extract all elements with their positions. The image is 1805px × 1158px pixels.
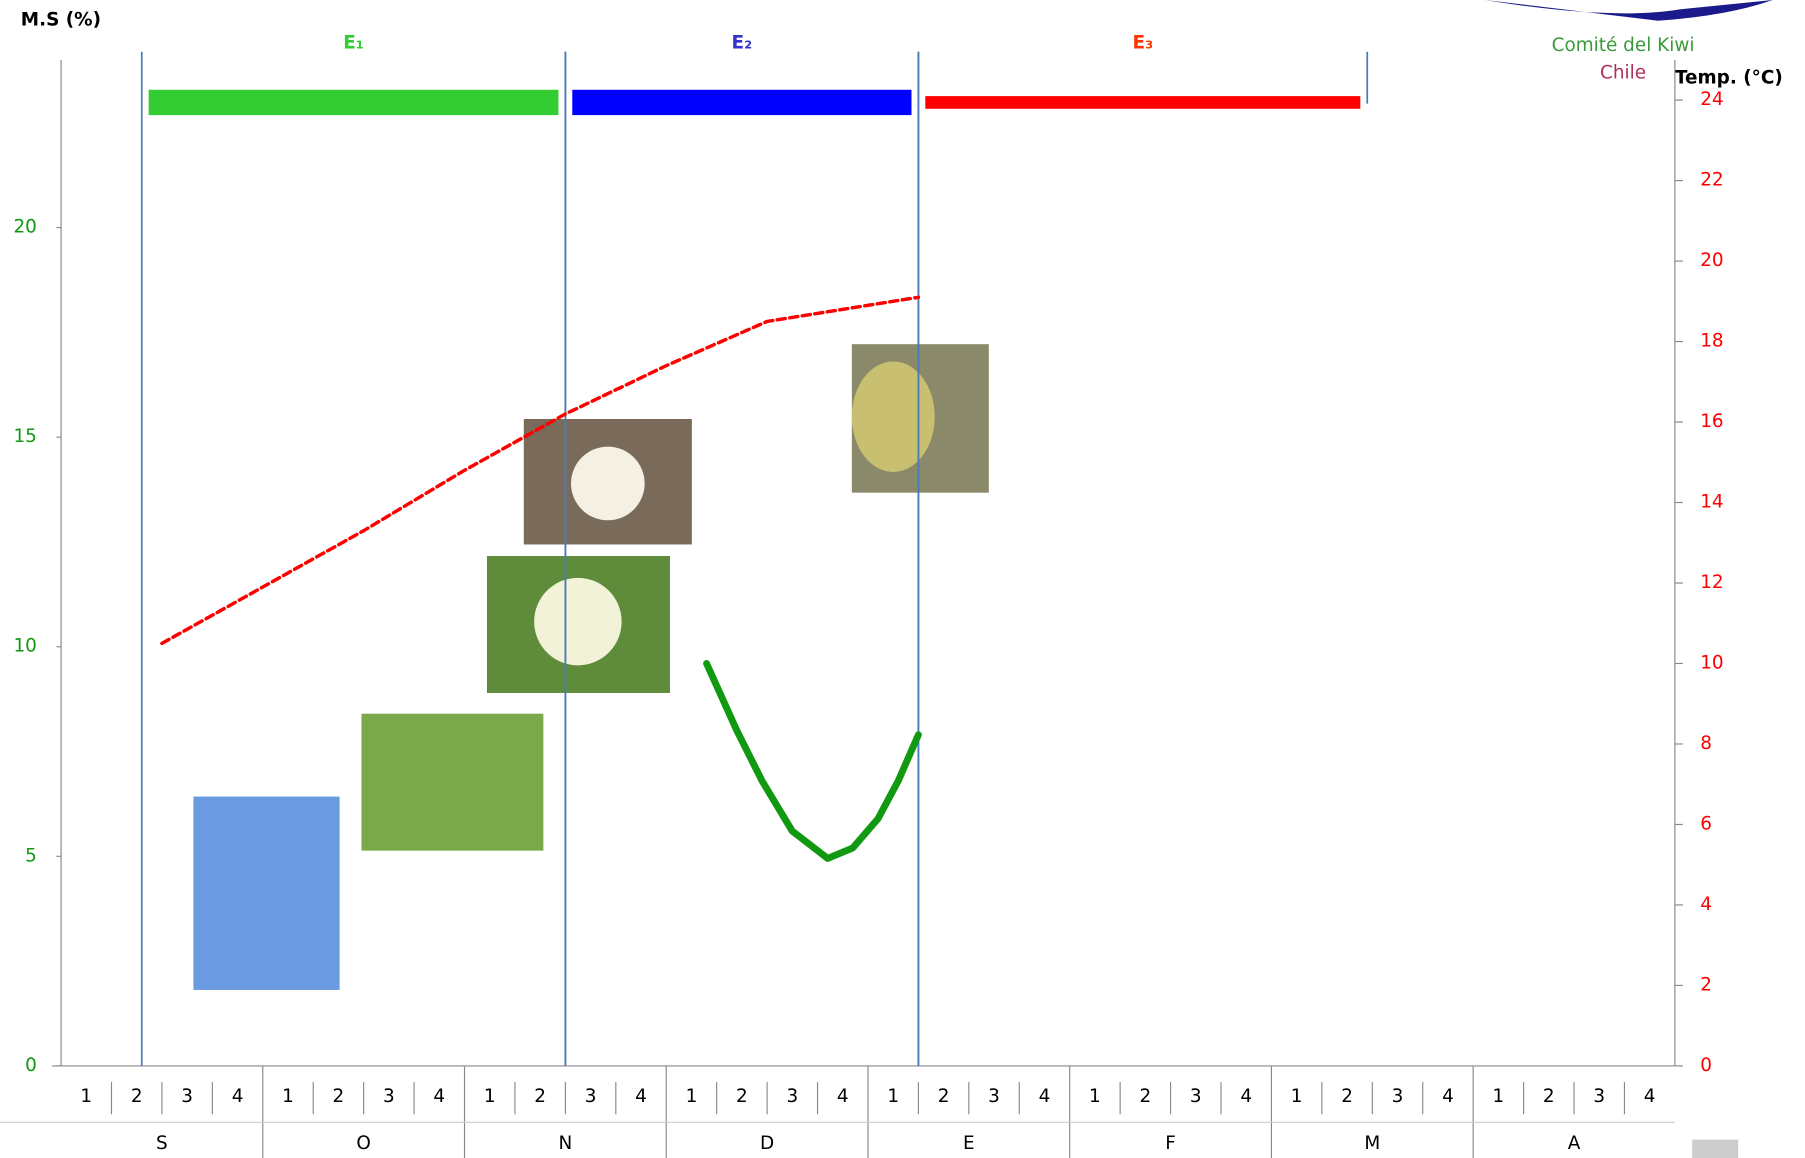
y2-tick-label: 14 [1700, 492, 1723, 513]
stage-label: E₃ [1133, 33, 1154, 54]
month-label: M [1364, 1133, 1380, 1154]
y2-tick-label: 22 [1700, 170, 1723, 191]
x-tick-label: 4 [232, 1086, 244, 1107]
y2-tick-label: 16 [1700, 411, 1723, 432]
logo-text: Chile [1600, 63, 1646, 84]
x-tick-label: 1 [686, 1086, 698, 1107]
photo-detail [570, 446, 645, 521]
month-label: S [156, 1133, 168, 1154]
x-tick-label: 3 [585, 1086, 597, 1107]
x-tick-label: 4 [433, 1086, 445, 1107]
x-tick-label: 2 [1139, 1086, 1151, 1107]
dry-matter-line [703, 660, 922, 862]
stage-bar [148, 89, 559, 116]
y-tick-label: 0 [25, 1055, 37, 1076]
logo-swoosh [1484, 0, 1773, 21]
y2-tick-label: 0 [1700, 1055, 1712, 1076]
y2-tick-label: 20 [1700, 250, 1723, 271]
x-tick-label: 3 [1392, 1086, 1404, 1107]
corner-mark [1692, 1139, 1739, 1158]
x-tick-label: 2 [131, 1086, 143, 1107]
x-tick-label: 2 [938, 1086, 950, 1107]
x-tick-label: 3 [181, 1086, 193, 1107]
y-tick-label: 20 [13, 217, 36, 238]
y-tick-label: 5 [25, 845, 37, 866]
month-label: E [963, 1133, 975, 1154]
x-tick-label: 4 [837, 1086, 849, 1107]
x-tick-label: 4 [1442, 1086, 1454, 1107]
photo-detail [851, 361, 935, 472]
x-tick-label: 3 [786, 1086, 798, 1107]
x-tick-label: 3 [383, 1086, 395, 1107]
y-axis-title: M.S (%) [21, 10, 101, 31]
x-tick-label: 4 [1039, 1086, 1051, 1107]
x-tick-label: 2 [534, 1086, 546, 1107]
y2-tick-label: 8 [1700, 733, 1712, 754]
stage-bar [925, 96, 1361, 109]
x-tick-label: 2 [333, 1086, 345, 1107]
y2-tick-label: 24 [1700, 89, 1723, 110]
stage-bar [572, 89, 912, 116]
stage-label: E₂ [732, 33, 753, 54]
photo [193, 796, 340, 990]
month-label: D [760, 1133, 774, 1154]
y2-tick-label: 4 [1700, 894, 1712, 915]
month-label: A [1568, 1133, 1581, 1154]
x-tick-label: 1 [80, 1086, 92, 1107]
x-tick-label: 4 [1644, 1086, 1656, 1107]
x-tick-label: 4 [635, 1086, 647, 1107]
y2-axis-title: Temp. (°C) [1675, 67, 1783, 88]
y2-tick-label: 6 [1700, 813, 1712, 834]
y-tick-label: 10 [13, 636, 36, 657]
logo-text: Comité del Kiwi [1552, 35, 1695, 56]
x-tick-label: 1 [1493, 1086, 1505, 1107]
photo-detail [534, 577, 622, 666]
y2-tick-label: 18 [1700, 331, 1723, 352]
x-tick-label: 3 [1593, 1086, 1605, 1107]
month-label: N [558, 1133, 572, 1154]
x-tick-label: 3 [1190, 1086, 1202, 1107]
y2-tick-label: 2 [1700, 974, 1712, 995]
y-tick-label: 15 [13, 426, 36, 447]
x-tick-label: 1 [1291, 1086, 1303, 1107]
x-tick-label: 2 [736, 1086, 748, 1107]
temperature-line [160, 295, 921, 646]
x-tick-label: 1 [1089, 1086, 1101, 1107]
x-tick-label: 4 [1240, 1086, 1252, 1107]
x-tick-label: 1 [282, 1086, 294, 1107]
x-tick-label: 1 [887, 1086, 899, 1107]
x-tick-label: 1 [484, 1086, 496, 1107]
x-tick-label: 2 [1341, 1086, 1353, 1107]
y2-tick-label: 12 [1700, 572, 1723, 593]
x-tick-label: 2 [1543, 1086, 1555, 1107]
x-tick-label: 3 [988, 1086, 1000, 1107]
stage-label: E₁ [343, 33, 364, 54]
month-label: F [1165, 1133, 1176, 1154]
month-label: O [356, 1133, 371, 1154]
photo [361, 713, 544, 851]
y2-tick-label: 10 [1700, 652, 1723, 673]
